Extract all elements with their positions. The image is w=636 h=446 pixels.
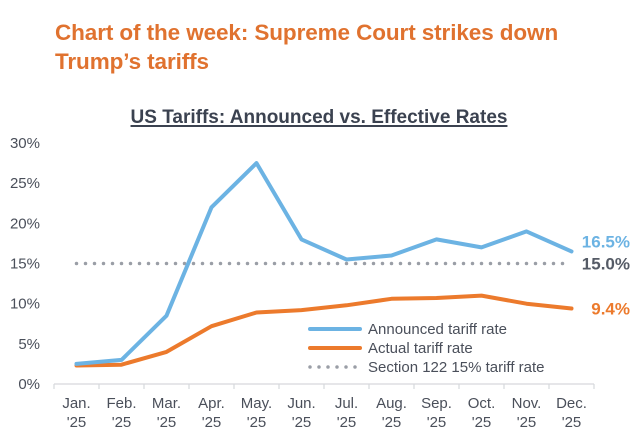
x-axis: Jan. '25 Feb. '25 Mar. '25 Apr. '25 May. '25 Jun. '… [53,383,595,431]
x-tick-label: Apr. '25 [198,395,225,431]
y-tick-label: 0% [18,376,40,393]
x-tick-label: Feb. '25 [106,395,136,431]
x-tick-label: Oct. '25 [468,395,496,431]
end-labels: 16.5% 9.4% 15.0% [582,232,630,318]
x-tick-label: Aug. '25 [376,395,407,431]
legend: Announced tariff rate Actual tariff rate S… [308,321,545,376]
y-axis: 0% 5% 10% 15% 20% 25% 30% [10,135,40,393]
y-tick-label: 20% [10,215,40,232]
x-tick-label: Nov. '25 [512,395,542,431]
legend-label-announced: Announced tariff rate [368,321,507,338]
x-tick-label: Dec. '25 [556,395,587,431]
x-tick-label: May. '25 [241,395,272,431]
legend-label-section122: Section 122 15% tariff rate [368,359,545,376]
y-tick-label: 10% [10,296,40,313]
x-tick-label: Sep. '25 [421,395,452,431]
series-layer [74,161,574,368]
x-tick-label: Jan. '25 [62,395,90,431]
legend-label-actual: Actual tariff rate [368,340,473,357]
end-label-section122: 15.0% [582,255,630,274]
headline-line-2: Trump’s tariffs [55,49,209,74]
x-tick-label: Jun. '25 [287,395,315,431]
end-label-announced: 16.5% [582,232,630,251]
headline: Chart of the week: Supreme Court strikes… [55,18,615,76]
headline-line-1: Chart of the week: Supreme Court strikes… [55,20,559,45]
y-tick-label: 30% [10,135,40,152]
x-tick-label: Mar. '25 [152,395,181,431]
series-line-actual-tariff-rate [74,293,574,368]
chart-title-wrap: US Tariffs: Announced vs. Effective Rate… [0,107,636,129]
y-tick-label: 15% [10,256,40,273]
chart-title: US Tariffs: Announced vs. Effective Rate… [130,107,508,128]
y-tick-label: 25% [10,175,40,192]
y-tick-label: 5% [18,336,40,353]
x-tick-label: Jul. '25 [335,395,358,431]
series-line-announced-tariff-rate [74,161,574,366]
end-label-actual: 9.4% [591,299,630,318]
